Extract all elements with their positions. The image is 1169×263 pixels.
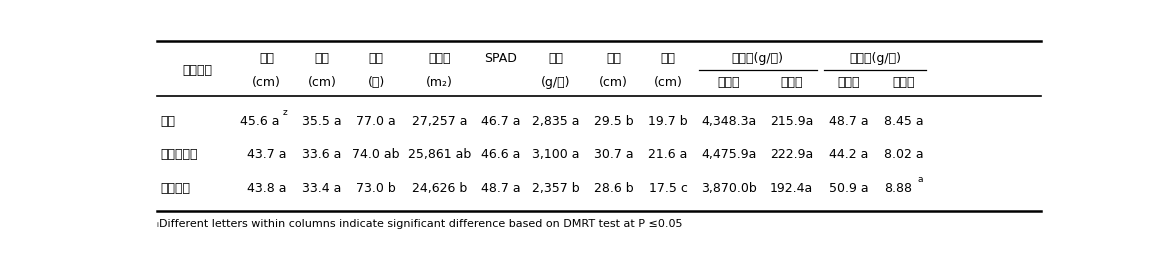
- Text: 50.9 a: 50.9 a: [829, 182, 869, 195]
- Text: SPAD: SPAD: [484, 52, 517, 65]
- Text: 생체중: 생체중: [718, 76, 740, 89]
- Text: 44.2 a: 44.2 a: [829, 148, 869, 161]
- Text: 29.5 b: 29.5 b: [594, 115, 634, 128]
- Text: (cm): (cm): [600, 76, 628, 89]
- Text: a: a: [916, 175, 922, 184]
- Text: 자동기계: 자동기계: [160, 182, 191, 195]
- Text: 43.8 a: 43.8 a: [247, 182, 286, 195]
- Text: 엽면적: 엽면적: [428, 52, 451, 65]
- Text: 구고: 구고: [606, 52, 621, 65]
- Text: 반자동기계: 반자동기계: [160, 148, 198, 161]
- Text: 77.0 a: 77.0 a: [357, 115, 396, 128]
- Text: 192.4a: 192.4a: [770, 182, 814, 195]
- Text: (cm): (cm): [253, 76, 281, 89]
- Text: 8.88: 8.88: [884, 182, 912, 195]
- Text: 46.6 a: 46.6 a: [480, 148, 520, 161]
- Text: (매): (매): [367, 76, 385, 89]
- Text: 2,835 a: 2,835 a: [532, 115, 580, 128]
- Text: 지하부(g/주): 지하부(g/주): [849, 52, 901, 65]
- Text: 48.7 a: 48.7 a: [829, 115, 869, 128]
- Text: 25,861 ab: 25,861 ab: [408, 148, 471, 161]
- Text: 4,348.3a: 4,348.3a: [701, 115, 756, 128]
- Text: 8.02 a: 8.02 a: [884, 148, 924, 161]
- Text: 8.45 a: 8.45 a: [884, 115, 924, 128]
- Text: ᵢDifferent letters within columns indicate significant difference based on DMRT : ᵢDifferent letters within columns indica…: [157, 219, 683, 229]
- Text: 지상부(g/주): 지상부(g/주): [732, 52, 783, 65]
- Text: 30.7 a: 30.7 a: [594, 148, 634, 161]
- Text: (m₂): (m₂): [427, 76, 454, 89]
- Text: 3,100 a: 3,100 a: [532, 148, 580, 161]
- Text: 73.0 b: 73.0 b: [357, 182, 396, 195]
- Text: 17.5 c: 17.5 c: [649, 182, 687, 195]
- Text: 정식방법: 정식방법: [182, 64, 213, 77]
- Text: 2,357 b: 2,357 b: [532, 182, 580, 195]
- Text: 45.6 a: 45.6 a: [240, 115, 279, 128]
- Text: 48.7 a: 48.7 a: [480, 182, 520, 195]
- Text: (cm): (cm): [653, 76, 683, 89]
- Text: 4,475.9a: 4,475.9a: [701, 148, 756, 161]
- Text: (g/주): (g/주): [541, 76, 570, 89]
- Text: 215.9a: 215.9a: [770, 115, 814, 128]
- Text: 엽수: 엽수: [368, 52, 383, 65]
- Text: 33.6 a: 33.6 a: [303, 148, 341, 161]
- Text: z: z: [283, 108, 288, 117]
- Text: 인력: 인력: [160, 115, 175, 128]
- Text: (cm): (cm): [307, 76, 337, 89]
- Text: 건물중: 건물중: [781, 76, 803, 89]
- Text: 3,870.0b: 3,870.0b: [701, 182, 758, 195]
- Text: 엽장: 엽장: [260, 52, 274, 65]
- Text: 35.5 a: 35.5 a: [302, 115, 341, 128]
- Text: 27,257 a: 27,257 a: [411, 115, 468, 128]
- Text: 엽폭: 엽폭: [314, 52, 330, 65]
- Text: 24,626 b: 24,626 b: [411, 182, 468, 195]
- Text: 222.9a: 222.9a: [770, 148, 814, 161]
- Text: 28.6 b: 28.6 b: [594, 182, 634, 195]
- Text: 74.0 ab: 74.0 ab: [353, 148, 400, 161]
- Text: 46.7 a: 46.7 a: [480, 115, 520, 128]
- Text: 19.7 b: 19.7 b: [648, 115, 687, 128]
- Text: 33.4 a: 33.4 a: [303, 182, 341, 195]
- Text: 21.6 a: 21.6 a: [649, 148, 687, 161]
- Text: 43.7 a: 43.7 a: [247, 148, 286, 161]
- Text: 생체중: 생체중: [837, 76, 860, 89]
- Text: 건물중: 건물중: [892, 76, 915, 89]
- Text: 구중: 구중: [548, 52, 563, 65]
- Text: 구폭: 구폭: [660, 52, 676, 65]
